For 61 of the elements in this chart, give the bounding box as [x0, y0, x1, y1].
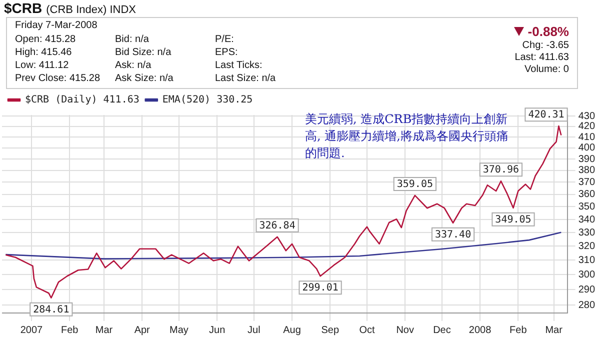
annotation: 299.01	[302, 282, 338, 294]
text: Prev Close: 415.28	[15, 73, 102, 84]
text: Bid Size: n/a	[115, 47, 172, 58]
y-tick-label: 360	[578, 189, 596, 200]
text: Chg: -3.65	[521, 40, 569, 51]
y-tick-label: 320	[578, 240, 596, 252]
text: Bid: n/a	[115, 34, 150, 45]
x-tick-label: May	[170, 324, 188, 336]
text: High: 415.46	[15, 47, 73, 58]
annotation: 349.05	[495, 214, 532, 226]
x-tick-label: 2007	[20, 324, 44, 336]
text: Volume: 0	[524, 64, 569, 75]
annotation: 337.40	[434, 229, 472, 240]
y-tick-label: 300	[578, 269, 596, 280]
x-tick-label: Sep	[321, 324, 340, 336]
text: Last: 411.63	[514, 52, 569, 63]
annotation: 420.31	[528, 110, 564, 121]
y-tick-label: 340	[578, 214, 596, 226]
y-tick-label: 390	[578, 154, 596, 165]
x-tick-label: Mar	[545, 324, 564, 336]
text: Last Size: n/a	[215, 73, 277, 84]
y-tick-label: 370	[578, 176, 596, 188]
y-tick-label: 420	[578, 121, 596, 132]
x-tick-label: Jun	[209, 324, 226, 336]
x-tick-label: Dec	[433, 324, 451, 336]
text: Ask Size: n/a	[115, 73, 174, 84]
y-tick-label: 330	[578, 227, 596, 238]
y-tick-label: 400	[578, 142, 596, 154]
annotation: 359.05	[396, 179, 433, 190]
y-tick-label: 290	[578, 284, 596, 296]
annotation: 美元續弱, 造成CRB指數持續向上創新高, 通膨壓力續增,將成爲各國央行頭痛的問題.	[305, 111, 510, 162]
chart-title: $CRB	[4, 0, 42, 16]
y-tick-label: 430	[578, 110, 596, 122]
annotation: 326.84	[259, 220, 296, 232]
x-tick-label: Apr	[134, 324, 151, 336]
text: Open: 415.28	[15, 34, 77, 45]
x-tick-label: Mar	[95, 324, 114, 336]
y-tick-label: 350	[578, 201, 596, 212]
text: Last Ticks:	[215, 60, 264, 71]
x-tick-label: Feb	[60, 324, 79, 336]
y-tick-label: 280	[578, 300, 596, 311]
x-tick-label: Jul	[248, 324, 260, 336]
y-tick-label: 310	[578, 254, 596, 266]
annotation: 284.61	[33, 304, 70, 316]
x-tick-label: Feb	[510, 324, 528, 336]
legend-label: EMA(520) 330.25	[162, 94, 253, 106]
x-tick-label: Aug	[283, 324, 301, 336]
text: Ask: n/a	[115, 60, 152, 71]
text: P/E:	[215, 34, 235, 45]
y-tick-label: 380	[578, 165, 596, 176]
text: -0.88%	[528, 24, 569, 39]
text: EPS:	[215, 47, 239, 58]
x-tick-label: Oct	[359, 324, 375, 336]
legend-label: $CRB (Daily) 411.63	[25, 94, 140, 106]
annotation: 370.96	[482, 164, 520, 176]
chart-subtitle: (CRB Index) INDX	[46, 4, 136, 16]
text: Low: 411.12	[15, 60, 70, 71]
text: Friday 7-Mar-2008	[15, 20, 98, 31]
y-tick-label: 410	[578, 132, 596, 143]
x-tick-label: 2008	[468, 324, 492, 336]
x-tick-label: Nov	[396, 324, 414, 336]
